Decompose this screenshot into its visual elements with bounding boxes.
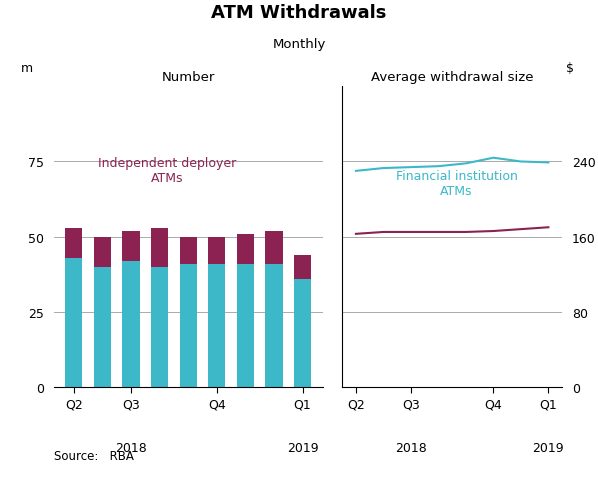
Bar — [65, 258, 83, 387]
Bar — [94, 237, 111, 267]
Text: 2019: 2019 — [287, 441, 318, 454]
Bar — [208, 264, 225, 387]
Text: Average withdrawal size: Average withdrawal size — [371, 71, 533, 84]
Text: Financial institution
ATMs: Financial institution ATMs — [396, 169, 517, 197]
Bar — [65, 228, 83, 258]
Bar — [94, 267, 111, 387]
Text: Number: Number — [161, 71, 215, 84]
Bar — [179, 264, 197, 387]
Text: ATM Withdrawals: ATM Withdrawals — [211, 4, 387, 22]
Text: 2019: 2019 — [533, 441, 564, 454]
Bar — [208, 237, 225, 264]
Text: 2018: 2018 — [115, 441, 147, 454]
Text: Monthly: Monthly — [272, 38, 326, 51]
Bar — [237, 264, 254, 387]
Text: Source:   RBA: Source: RBA — [54, 449, 134, 462]
Bar — [123, 261, 139, 387]
Bar — [123, 231, 139, 261]
Text: Independent deployer
ATMs: Independent deployer ATMs — [97, 157, 236, 185]
Bar — [266, 231, 283, 264]
Bar — [151, 267, 168, 387]
Text: 2018: 2018 — [395, 441, 427, 454]
Bar — [266, 264, 283, 387]
Bar — [179, 237, 197, 264]
Bar — [294, 279, 311, 387]
Text: $: $ — [566, 62, 574, 75]
Bar — [151, 228, 168, 267]
Text: m: m — [21, 62, 33, 75]
Bar — [294, 255, 311, 279]
Bar — [237, 234, 254, 264]
